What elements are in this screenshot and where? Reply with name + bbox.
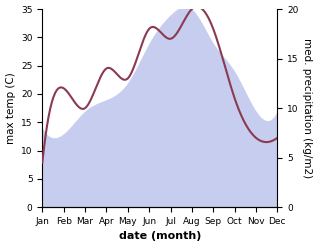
Y-axis label: max temp (C): max temp (C) [5,72,16,144]
X-axis label: date (month): date (month) [119,231,201,242]
Y-axis label: med. precipitation (kg/m2): med. precipitation (kg/m2) [302,38,313,178]
